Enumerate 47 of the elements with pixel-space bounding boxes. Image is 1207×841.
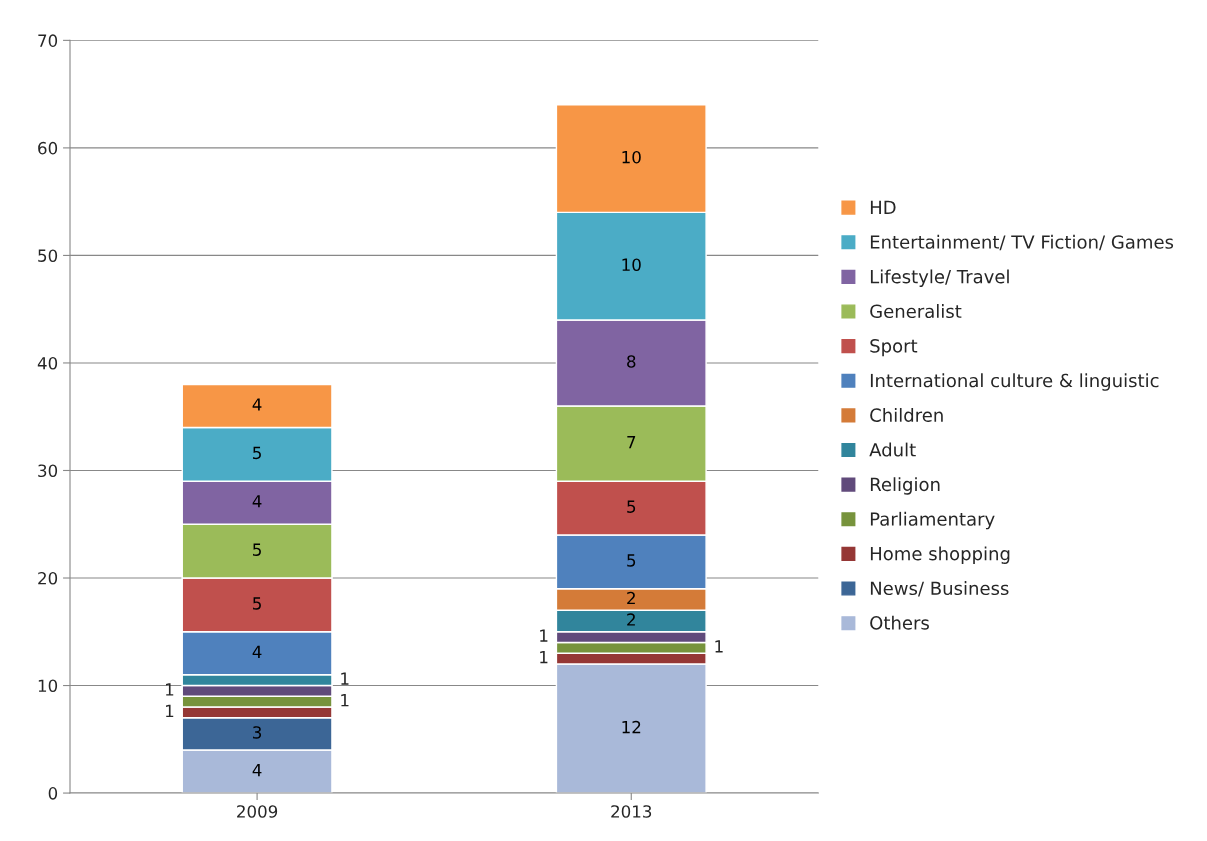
y-tick-label: 20: [38, 571, 58, 585]
y-tick-label: 40: [37, 356, 58, 370]
data-label: 10: [622, 258, 641, 272]
data-label: 1: [341, 672, 349, 685]
data-label: 2: [627, 613, 635, 626]
y-tick-label: 30: [38, 464, 58, 478]
legend-label: News/ Business: [870, 581, 1009, 597]
data-label: 8: [627, 355, 636, 368]
legend-label: International culture & linguistic: [870, 373, 1159, 391]
x-tick-label: 2013: [611, 805, 652, 818]
y-tick-label: 60: [38, 141, 58, 155]
data-label: 1: [540, 651, 548, 664]
data-label: 4: [252, 398, 262, 411]
data-label: 1: [715, 640, 723, 653]
legend-label: Religion: [870, 477, 940, 495]
data-label: 4: [252, 495, 262, 508]
legend-label: Generalist: [870, 304, 962, 319]
legend-label: Lifestyle/ Travel: [870, 269, 1009, 287]
y-tick-label: 10: [38, 679, 58, 693]
data-label: 1: [166, 704, 174, 718]
data-label: 3: [253, 726, 262, 739]
data-label: 4: [252, 645, 262, 658]
data-label: 12: [622, 720, 641, 734]
data-label: 5: [253, 597, 261, 610]
data-label: 10: [622, 150, 641, 164]
data-label: 5: [627, 554, 636, 567]
legend-label: Parliamentary: [870, 511, 995, 530]
data-label: 1: [341, 694, 349, 707]
legend-label: Others: [870, 615, 929, 630]
data-label: 5: [253, 446, 261, 460]
data-label: 5: [627, 500, 636, 513]
legend-label: Children: [870, 407, 943, 422]
data-label: 1: [540, 629, 548, 642]
data-label: 4: [252, 764, 262, 777]
data-label: 5: [253, 543, 261, 556]
y-tick-label: 0: [48, 787, 58, 800]
y-tick-label: 70: [38, 34, 58, 47]
y-tick-label: 50: [38, 249, 58, 262]
legend-label: Entertainment/ TV Fiction/ Games: [870, 234, 1174, 251]
legend-label: Home shopping: [870, 546, 1010, 564]
legend-label: HD: [870, 200, 896, 214]
data-label: 1: [166, 683, 174, 696]
data-label: 7: [627, 436, 636, 449]
data-label: 2: [627, 591, 635, 605]
legend-label: Sport: [870, 339, 918, 357]
x-tick-label: 2009: [237, 805, 278, 818]
legend-label: Adult: [869, 442, 916, 457]
